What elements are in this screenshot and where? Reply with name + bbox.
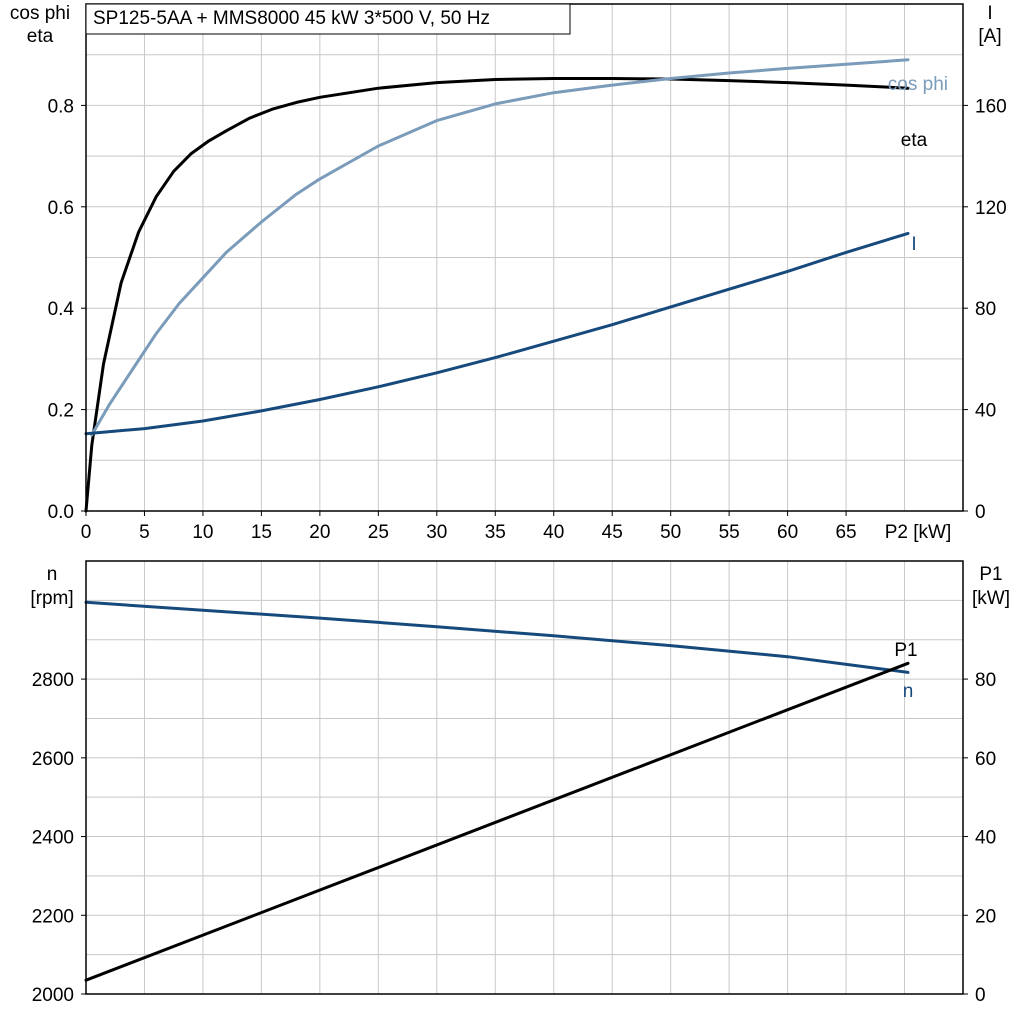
y-left-label-cos-phi: cos phi <box>10 3 70 24</box>
x-axis-label: P2 [kW] <box>885 522 952 543</box>
series-line-i <box>84 231 910 436</box>
y-right-tick-label: 80 <box>975 670 996 691</box>
y-right-unit-kw: [kW] <box>972 588 1010 609</box>
y-right-label-p1: P1 <box>979 564 1002 585</box>
y-left-tick-label: 0.6 <box>48 198 74 219</box>
speed-input-power-chart: 2000 2200 2400 2600 2800 0 20 40 60 80 n [rpm] P1… <box>30 560 1010 1006</box>
y-left-tick-label: 0.4 <box>48 299 75 320</box>
x-tick-label: 45 <box>602 522 623 543</box>
x-tick-label: 30 <box>426 522 447 543</box>
y-left-tick-label: 2200 <box>32 906 74 927</box>
series-line-n <box>84 600 910 674</box>
y-right-tick-label: 20 <box>975 906 996 927</box>
series-label-i: I <box>911 234 916 255</box>
x-tick-label: 0 <box>81 522 92 543</box>
bottom-tick-labels: 2000 2200 2400 2600 2800 0 20 40 60 80 <box>32 670 996 1006</box>
x-tick-label: 55 <box>719 522 740 543</box>
x-tick-label: 5 <box>139 522 150 543</box>
bottom-series <box>84 600 910 982</box>
chart-title: SP125-5AA + MMS8000 45 kW 3*500 V, 50 Hz <box>93 8 490 29</box>
y-left-tick-label: 2000 <box>32 985 74 1006</box>
series-label-p1: P1 <box>894 640 917 661</box>
y-right-tick-label: 60 <box>975 749 996 770</box>
x-tick-label: 20 <box>309 522 330 543</box>
y-right-tick-label: 40 <box>975 828 996 849</box>
top-series <box>84 58 910 513</box>
y-right-unit-a: [A] <box>978 26 1001 47</box>
y-left-tick-label: 2800 <box>32 670 74 691</box>
y-right-tick-label: 40 <box>975 401 996 422</box>
x-tick-label: 25 <box>368 522 389 543</box>
y-right-tick-label: 0 <box>975 985 986 1006</box>
y-left-unit-rpm: [rpm] <box>30 588 73 609</box>
y-right-label-i: I <box>987 3 992 24</box>
y-left-tick-label: 0.0 <box>48 502 74 523</box>
x-tick-label: 60 <box>777 522 798 543</box>
top-grid <box>86 4 963 511</box>
x-tick-label: 40 <box>543 522 564 543</box>
x-tick-label: 15 <box>251 522 272 543</box>
x-tick-label: 50 <box>660 522 681 543</box>
y-right-tick-label: 120 <box>975 198 1007 219</box>
series-line-cos-phi <box>90 58 910 437</box>
series-line-eta <box>84 77 910 513</box>
y-right-tick-label: 0 <box>975 502 986 523</box>
y-left-tick-label: 2600 <box>32 749 74 770</box>
x-tick-label: 65 <box>835 522 856 543</box>
y-left-label-n: n <box>47 564 58 585</box>
series-label-n: n <box>903 681 914 702</box>
y-left-tick-label: 0.2 <box>48 401 74 422</box>
y-left-label-eta: eta <box>27 26 54 47</box>
x-tick-label: 35 <box>485 522 506 543</box>
y-left-tick-label: 0.8 <box>48 96 74 117</box>
y-right-tick-label: 80 <box>975 299 996 320</box>
bottom-plot-frame <box>85 560 964 995</box>
efficiency-current-chart: 0.0 0.2 0.4 0.6 0.8 0 40 80 120 160 0 5 10 15 20 25 30 35… <box>10 3 1007 543</box>
chart-title-box <box>85 3 571 35</box>
series-line-p1 <box>84 661 910 982</box>
x-tick-label: 10 <box>192 522 213 543</box>
y-left-tick-label: 2400 <box>32 828 74 849</box>
y-right-tick-label: 160 <box>975 96 1007 117</box>
top-tick-labels: 0.0 0.2 0.4 0.6 0.8 0 40 80 120 160 0 5 10 15 20 25 30 35… <box>48 96 1007 543</box>
series-label-eta: eta <box>901 130 928 151</box>
series-label-cos-phi: cos phi <box>888 74 948 95</box>
